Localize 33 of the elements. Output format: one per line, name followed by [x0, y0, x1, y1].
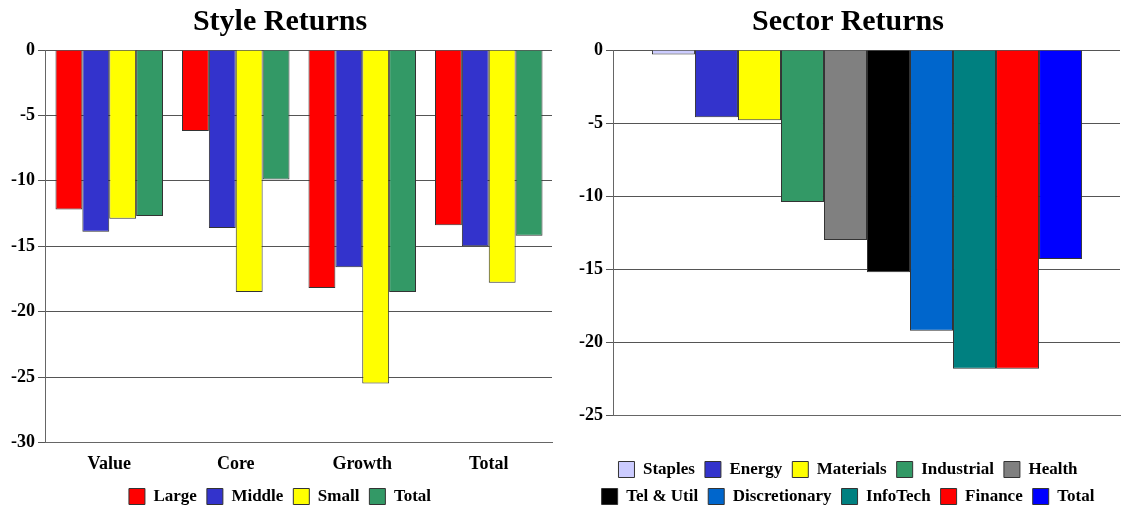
y-tick-label: -15 — [10, 234, 35, 255]
legend-label: Materials — [816, 458, 888, 478]
chart-title: Style Returns — [192, 2, 368, 36]
x-tick-label: Growth — [332, 452, 393, 473]
legend-label: Finance — [965, 485, 1024, 505]
legend-label: Large — [153, 485, 198, 505]
y-tick-label: -15 — [578, 257, 603, 278]
y-tick-label: -25 — [10, 365, 35, 386]
chart-title: Sector Returns — [752, 2, 944, 36]
y-tick-label: -10 — [10, 169, 35, 190]
legend-label: Tel & Util — [626, 485, 699, 505]
legend-label: Staples — [642, 458, 696, 478]
y-tick-label: -10 — [578, 184, 603, 205]
legend-label: Small — [317, 485, 360, 505]
y-tick-label: 0 — [25, 38, 35, 59]
legend-label: Discretionary — [732, 485, 833, 505]
y-tick-label: -20 — [10, 300, 35, 321]
y-tick-label: -5 — [587, 111, 603, 132]
legend-label: Total — [1057, 485, 1095, 505]
legend-label: Middle — [231, 485, 284, 505]
y-tick-label: -30 — [10, 431, 35, 452]
legend-label: Health — [1028, 458, 1079, 478]
y-tick-label: 0 — [593, 38, 603, 59]
x-tick-label: Total — [469, 452, 509, 473]
legend-label: Energy — [729, 458, 783, 478]
legend-label: Total — [393, 485, 432, 505]
legend-label: Industrial — [921, 458, 995, 478]
legend-label: InfoTech — [866, 485, 932, 505]
y-tick-label: -20 — [578, 330, 603, 351]
y-tick-label: -25 — [578, 404, 603, 425]
x-tick-label: Value — [87, 452, 131, 473]
x-tick-label: Core — [216, 452, 255, 473]
y-tick-label: -5 — [19, 104, 35, 125]
